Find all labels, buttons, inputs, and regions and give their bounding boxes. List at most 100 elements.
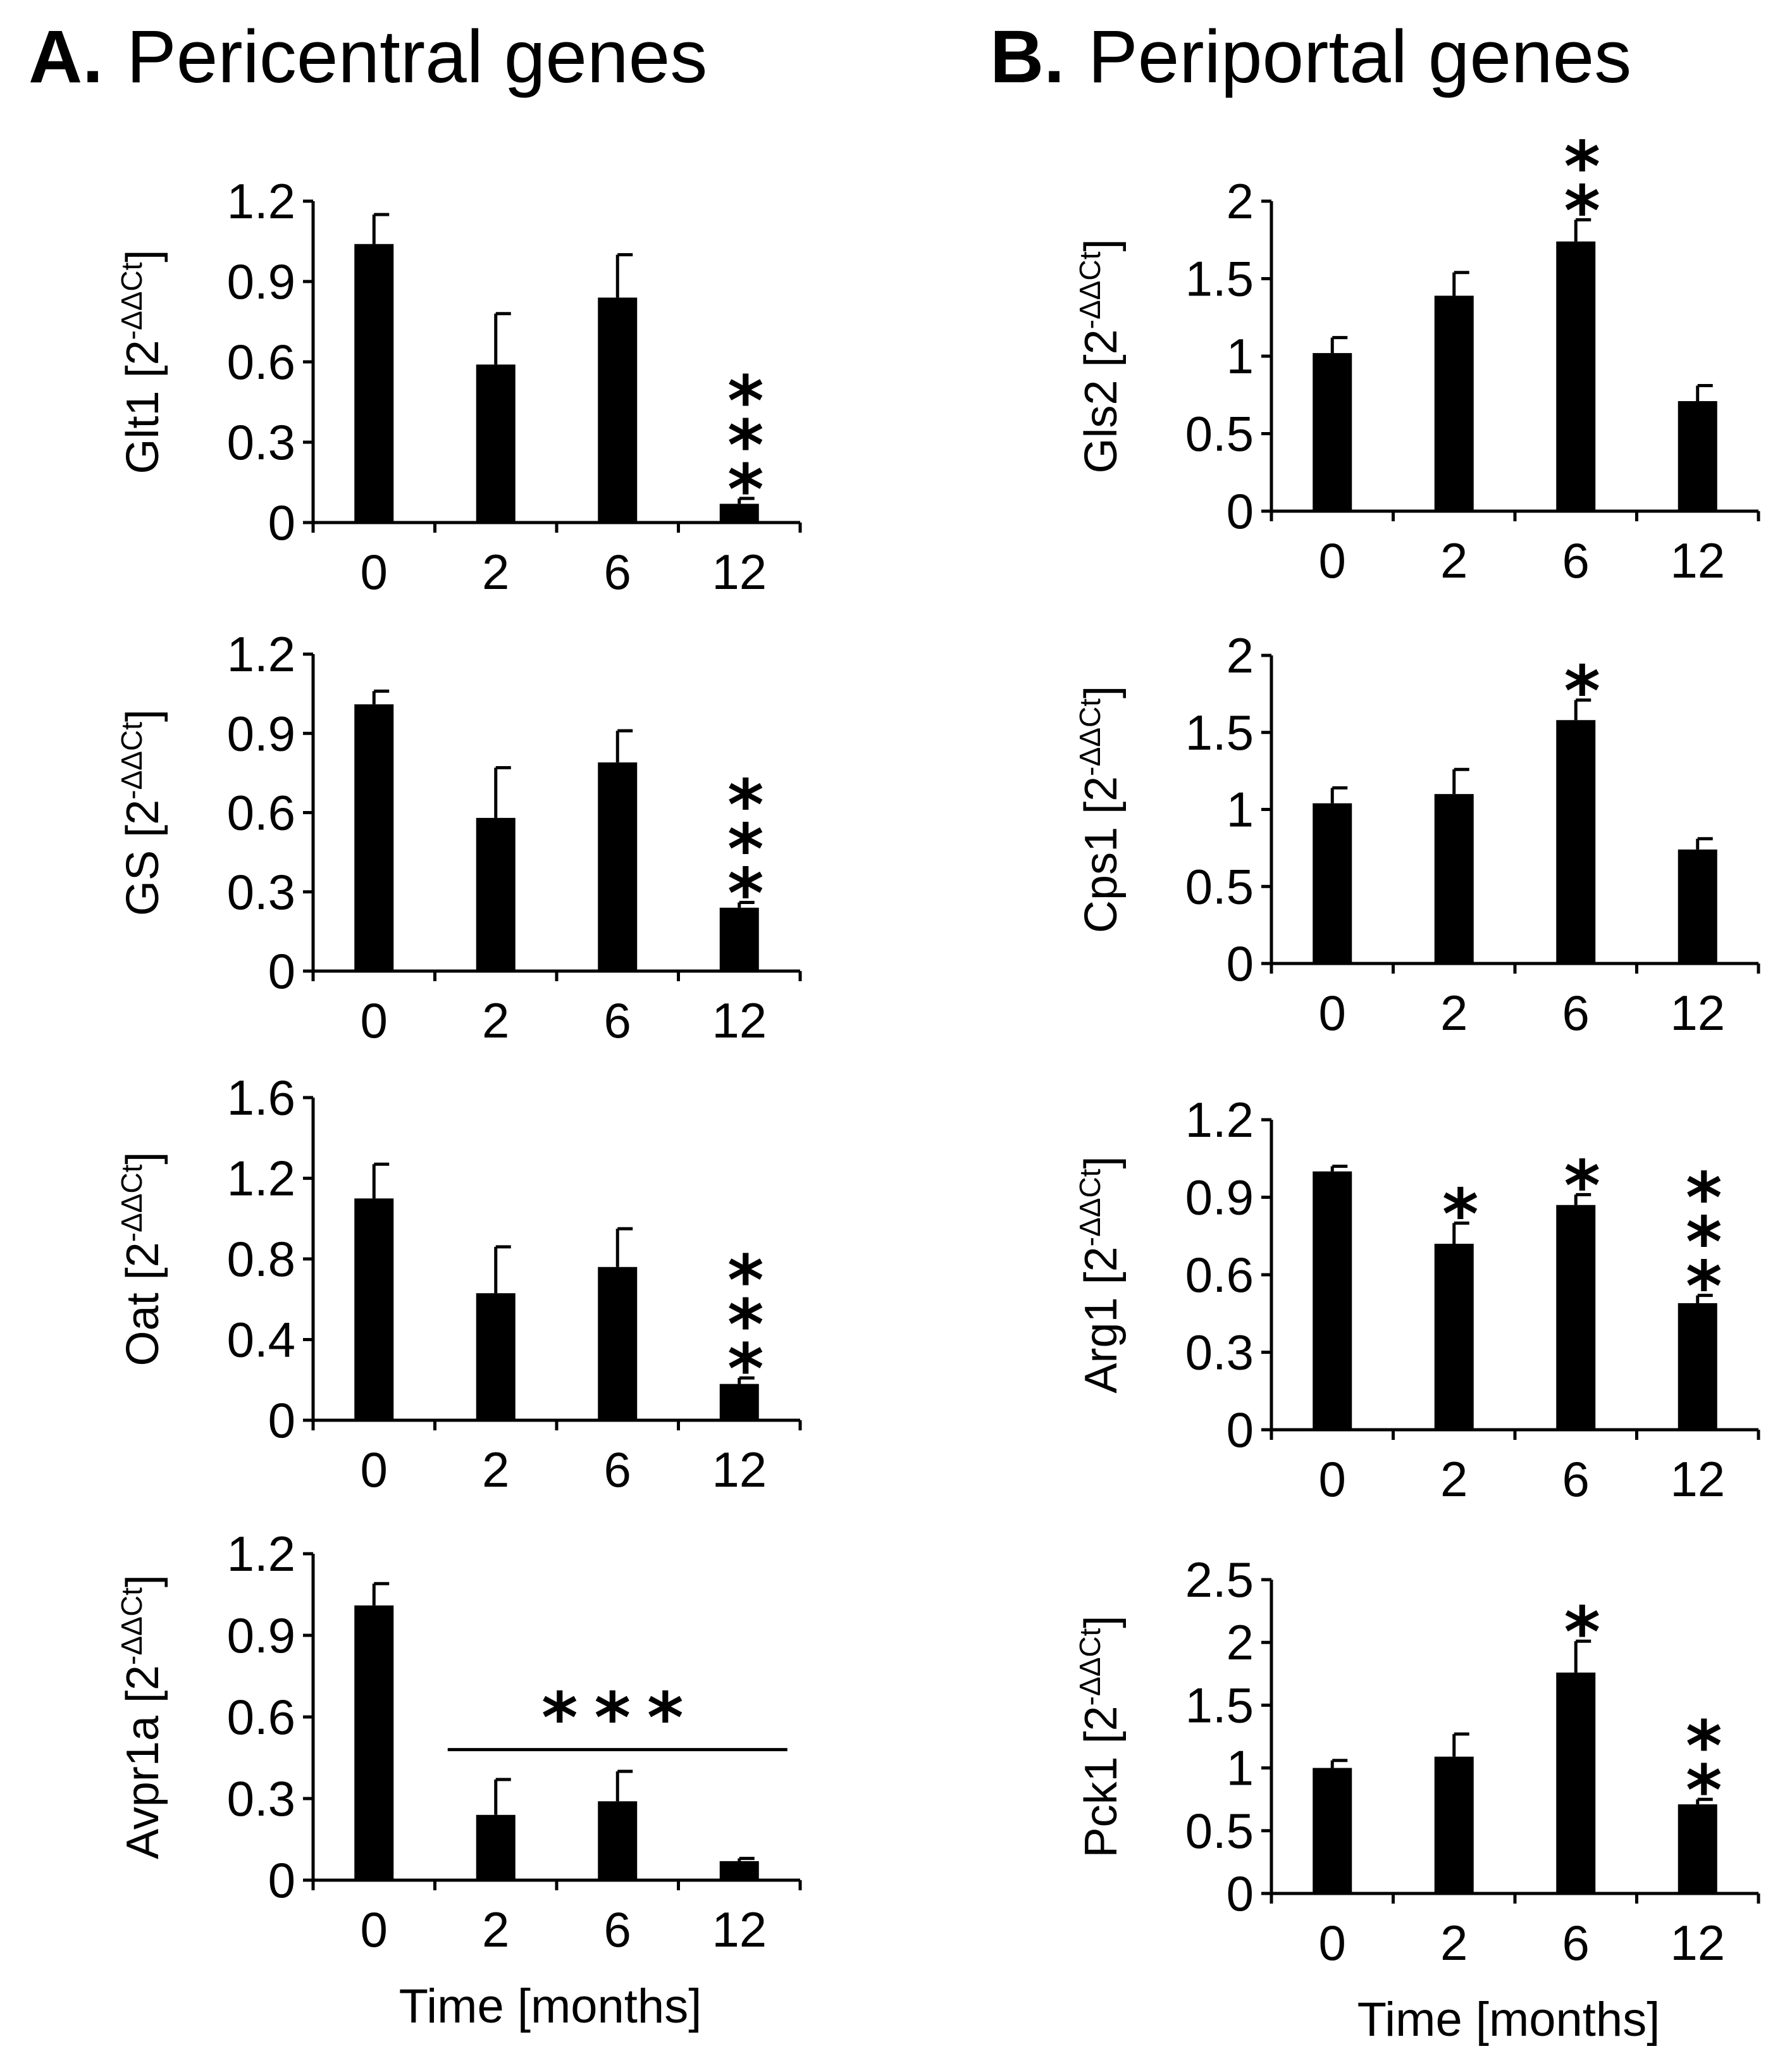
- y-tick-label: 0.6: [1185, 1247, 1254, 1303]
- panel-b-heading: B. Periportal genes: [990, 15, 1631, 99]
- bar-6: [1556, 1672, 1596, 1893]
- bar-12: [1678, 1303, 1717, 1430]
- chart-cps1: 0 0.5 1 1.5 2 0 2 6 * 12 Cps1 [2-ΔΔCt]: [1073, 628, 1760, 1041]
- y-tick-label: 1: [1227, 328, 1254, 384]
- y-tick-label: 0: [1227, 483, 1254, 539]
- y-tick-label: 0: [1227, 936, 1254, 991]
- significance-star: *: [1564, 1592, 1600, 1673]
- x-tick-label: 12: [712, 993, 767, 1048]
- bar-0: [354, 1605, 394, 1880]
- y-tick-label: 0: [1227, 1402, 1254, 1458]
- y-tick-label: 1.2: [227, 1151, 295, 1206]
- x-tick-label: 6: [604, 544, 631, 600]
- y-axis-label: Cps1 [2-ΔΔCt]: [1073, 686, 1127, 933]
- chart-arg1: 00.30.60.91.20 2*6*12***Arg1 [2-ΔΔCt]: [1073, 1092, 1760, 1507]
- significance-star: *: [727, 1240, 764, 1321]
- y-axis-label: GS [2-ΔΔCt]: [115, 709, 168, 916]
- x-tick-label: 0: [1319, 533, 1346, 588]
- y-tick-label: 1.2: [227, 626, 295, 682]
- y-tick-label: 0.9: [227, 254, 295, 309]
- y-tick-label: 1.2: [227, 1526, 295, 1582]
- y-tick-label: 0.3: [1185, 1325, 1254, 1380]
- y-tick-label: 2: [1227, 628, 1254, 683]
- bar-2: [1434, 295, 1474, 511]
- x-tick-label: 12: [712, 1442, 767, 1497]
- y-tick-label: 0: [268, 1392, 295, 1448]
- y-tick-label: 0: [268, 495, 295, 550]
- y-tick-label: 1.5: [1185, 1677, 1254, 1733]
- y-axis-label: Avpr1a [2-ΔΔCt]: [115, 1575, 168, 1859]
- y-axis-label: Pck1 [2-ΔΔCt]: [1073, 1616, 1127, 1858]
- chart-gs: 0 0.3 0.6 0.9 1.2 0 2 6 12 *** GS [2-ΔΔCt]: [115, 626, 802, 1048]
- x-tick-label: 2: [482, 1442, 509, 1497]
- bar-12: [719, 907, 759, 971]
- x-tick-label: 6: [604, 1902, 631, 1957]
- x-tick-label: 2: [482, 544, 509, 600]
- y-tick-label: 0.5: [1185, 858, 1254, 914]
- significance-star: *: [727, 361, 764, 442]
- group-significance-stars: ***: [541, 1678, 700, 1759]
- panel-a-letter: A.: [28, 15, 103, 99]
- x-tick-label: 6: [1562, 1451, 1590, 1507]
- bar-2: [476, 1293, 516, 1420]
- bar-6: [1556, 1205, 1596, 1430]
- significance-star: *: [1686, 1246, 1722, 1327]
- y-tick-label: 1.5: [1185, 251, 1254, 307]
- x-tick-label: 2: [482, 993, 509, 1048]
- x-tick-label: 6: [604, 1442, 631, 1497]
- bar-12: [1678, 849, 1717, 963]
- bar-0: [1313, 803, 1352, 963]
- x-tick-label: 0: [361, 1902, 388, 1957]
- bar-6: [598, 1267, 638, 1420]
- bar-12: [719, 1384, 759, 1420]
- y-axis-label: Glt1 [2-ΔΔCt]: [115, 250, 168, 474]
- x-tick-label: 12: [712, 1902, 767, 1957]
- bar-2: [476, 1814, 516, 1880]
- bar-2: [476, 817, 516, 971]
- significance-star: *: [1564, 1145, 1600, 1226]
- y-tick-label: 1: [1227, 782, 1254, 838]
- bar-12: [1678, 1804, 1717, 1893]
- x-tick-label: 12: [1670, 1451, 1725, 1507]
- y-tick-label: 1.5: [1185, 705, 1254, 760]
- bar-6: [598, 762, 638, 971]
- x-axis-label: Time [months]: [1357, 1993, 1660, 2047]
- x-tick-label: 2: [482, 1902, 509, 1957]
- bar-6: [1556, 241, 1596, 511]
- bar-12: [719, 504, 759, 523]
- x-axis-label: Time [months]: [399, 1979, 702, 2033]
- bar-2: [1434, 794, 1474, 963]
- y-tick-label: 2: [1227, 1614, 1254, 1670]
- y-tick-label: 0: [1227, 1866, 1254, 1921]
- significance-star: *: [727, 853, 764, 934]
- significance-star: *: [1686, 1750, 1722, 1831]
- y-tick-label: 0.9: [1185, 1170, 1254, 1225]
- y-tick-label: 0.3: [227, 1771, 295, 1826]
- panel-a-heading: A. Pericentral genes: [28, 15, 707, 99]
- significance-star: *: [1564, 651, 1600, 732]
- y-tick-label: 0.5: [1185, 406, 1254, 462]
- chart-gls2: 0 0.5 1 1.5 2 0 2 6 ** 12 Gls2 [2-ΔΔCt]: [1073, 126, 1760, 588]
- x-tick-label: 12: [1670, 985, 1725, 1041]
- panel-a-title: Pericentral genes: [127, 15, 707, 99]
- x-tick-label: 0: [361, 993, 388, 1048]
- bar-0: [1313, 353, 1352, 511]
- x-tick-label: 12: [712, 544, 767, 600]
- bar-0: [354, 244, 394, 523]
- y-tick-label: 1: [1227, 1740, 1254, 1796]
- x-tick-label: 6: [604, 993, 631, 1048]
- x-tick-label: 2: [1440, 1915, 1468, 1971]
- y-tick-label: 0.5: [1185, 1803, 1254, 1859]
- chart-oat: 0 0.4 0.8 1.2 1.6 0 2 6 12 *** Oat [2-ΔΔCt]: [115, 1070, 802, 1497]
- y-tick-label: 1.2: [227, 173, 295, 229]
- y-tick-label: 1.6: [227, 1070, 295, 1125]
- bar-6: [598, 1801, 638, 1880]
- bar-6: [1556, 720, 1596, 963]
- x-tick-label: 6: [1562, 985, 1590, 1041]
- x-tick-label: 0: [1319, 1915, 1346, 1971]
- y-tick-label: 0.6: [227, 334, 295, 390]
- significance-star: *: [727, 405, 764, 486]
- x-tick-label: 2: [1440, 533, 1468, 588]
- y-tick-label: 0.3: [227, 414, 295, 470]
- significance-star: *: [727, 764, 764, 845]
